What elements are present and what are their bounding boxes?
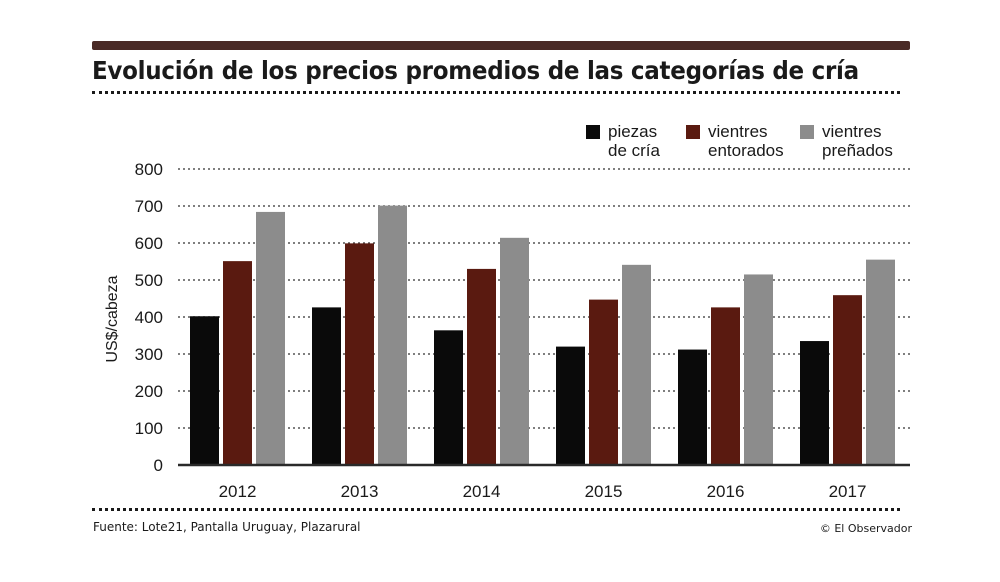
legend-label-entorados: vientres entorados: [708, 122, 818, 160]
y-tick-label: 100: [135, 419, 163, 438]
legend-label-prenados-line2: preñados: [822, 141, 893, 160]
footer-divider: [92, 508, 900, 511]
bar-2017-3: [866, 259, 895, 465]
legend-label-piezas: piezas de cría: [608, 122, 718, 160]
legend-swatch-piezas: [586, 125, 600, 139]
legend-label-piezas-line1: piezas: [608, 122, 658, 141]
bar-2013-1: [312, 307, 341, 465]
source-note: Fuente: Lote21, Pantalla Uruguay, Plazar…: [93, 520, 361, 534]
bar-2012-3: [256, 211, 285, 465]
x-tick-label: 2013: [341, 482, 379, 501]
legend-label-prenados-line1: vientres: [822, 122, 882, 141]
x-tick-label: 2017: [829, 482, 867, 501]
chart-title: Evolución de los precios promedios de la…: [92, 56, 859, 85]
bar-2016-1: [678, 349, 707, 465]
legend-swatch-entorados: [686, 125, 700, 139]
bar-2014-3: [500, 237, 529, 465]
y-axis-label: US$/cabeza: [104, 275, 121, 362]
title-rule: [92, 41, 910, 50]
bar-2014-2: [467, 268, 496, 465]
y-tick-label: 300: [135, 345, 163, 364]
legend-label-prenados: vientres preñados: [822, 122, 932, 160]
bar-2015-2: [589, 299, 618, 465]
y-tick-label: 200: [135, 382, 163, 401]
legend-swatch-prenados: [800, 125, 814, 139]
bar-2012-2: [223, 261, 252, 465]
credit-note: © El Observador: [819, 522, 912, 535]
legend-item-entorados: vientres entorados: [686, 122, 818, 160]
bar-2014-1: [434, 330, 463, 465]
legend-label-entorados-line1: vientres: [708, 122, 768, 141]
y-tick-label: 800: [135, 160, 163, 179]
legend-item-piezas: piezas de cría: [586, 122, 718, 160]
y-tick-label: 400: [135, 308, 163, 327]
bar-2017-2: [833, 295, 862, 465]
y-tick-label: 0: [154, 456, 163, 475]
x-tick-label: 2015: [585, 482, 623, 501]
bar-2015-3: [622, 264, 651, 465]
x-tick-label: 2014: [463, 482, 501, 501]
y-tick-label: 600: [135, 234, 163, 253]
y-tick-label: 700: [135, 197, 163, 216]
bar-2012-1: [190, 316, 219, 465]
x-tick-label: 2016: [707, 482, 745, 501]
legend-item-prenados: vientres preñados: [800, 122, 932, 160]
bar-2016-3: [744, 274, 773, 465]
bar-2015-1: [556, 346, 585, 465]
legend-label-piezas-line2: de cría: [608, 141, 660, 160]
legend-label-entorados-line2: entorados: [708, 141, 784, 160]
x-tick-label: 2012: [219, 482, 257, 501]
bar-2016-2: [711, 307, 740, 465]
bar-2013-3: [378, 205, 407, 465]
y-tick-label: 500: [135, 271, 163, 290]
bar-2013-2: [345, 243, 374, 465]
title-divider: [92, 91, 900, 94]
bar-2017-1: [800, 341, 829, 465]
